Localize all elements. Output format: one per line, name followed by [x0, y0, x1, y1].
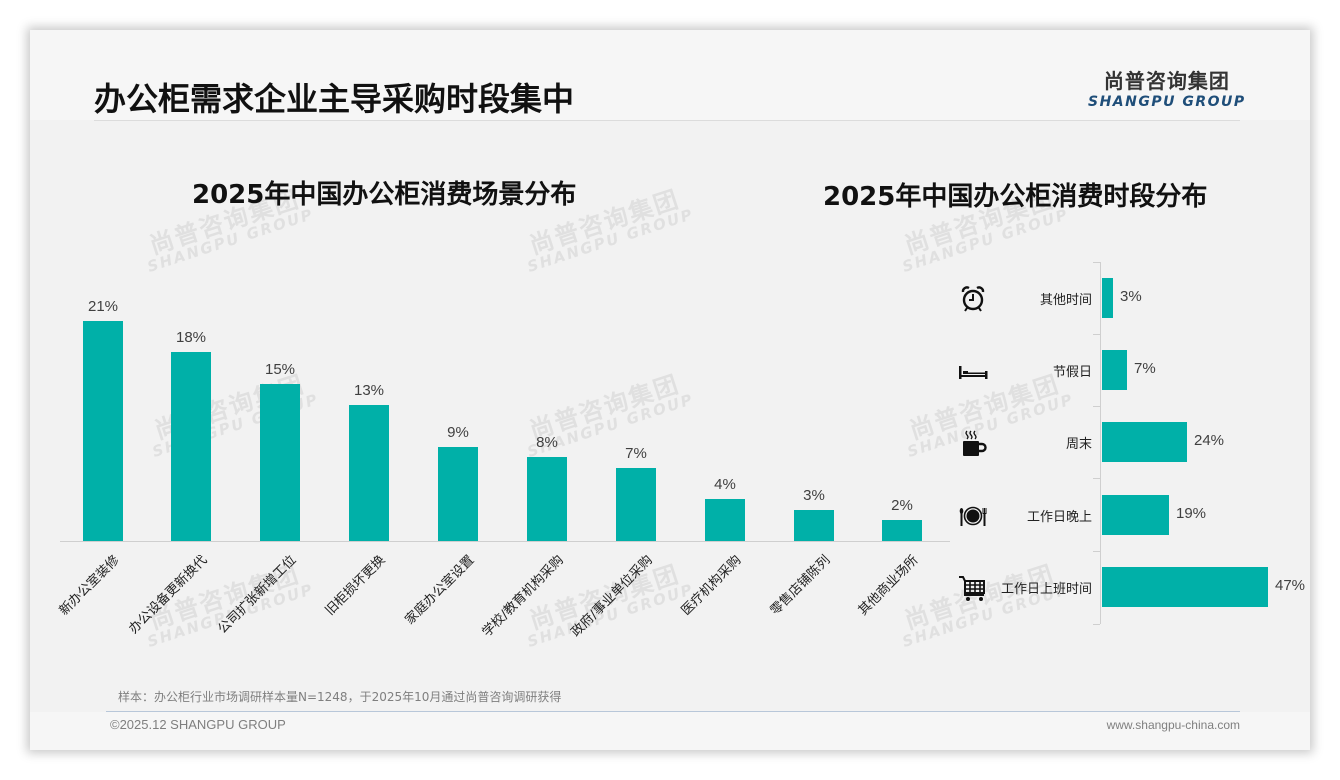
bar-value-label: 3%: [1120, 288, 1142, 305]
slide: 办公柜需求企业主导采购时段集中 尚普咨询集团 SHANGPU GROUP 尚普咨…: [30, 30, 1310, 750]
bar-value-label: 3%: [803, 487, 825, 504]
category-label: 新办公室装修: [56, 552, 123, 619]
plate-cutlery-icon: [958, 501, 988, 531]
logo-en: SHANGPU GROUP: [1088, 94, 1246, 110]
bar: [349, 405, 389, 541]
category-label: 工作日上班时间: [1000, 582, 1092, 597]
x-axis-line: [60, 541, 950, 542]
website-link: www.shangpu-china.com: [1106, 718, 1240, 732]
bar-value-label: 24%: [1194, 432, 1225, 449]
bar-value-label: 19%: [1176, 505, 1207, 522]
axis-tick: [1093, 624, 1100, 625]
category-label: 办公设备更新换代: [126, 552, 211, 637]
bar: [1102, 422, 1187, 462]
category-label: 工作日晚上: [1026, 510, 1092, 525]
axis-tick: [1093, 478, 1100, 479]
bar: [260, 384, 300, 541]
bar-value-label: 15%: [264, 361, 296, 378]
axis-tick: [1093, 551, 1100, 552]
bar-value-label: 7%: [1134, 360, 1156, 377]
watermark-en: SHANGPU GROUP: [525, 204, 697, 276]
bar-value-label: 9%: [447, 424, 469, 441]
bar-value-label: 2%: [891, 497, 913, 514]
bar: [1102, 567, 1268, 607]
axis-tick: [1093, 262, 1100, 263]
bar: [83, 321, 123, 541]
time-bar-chart: 其他时间 3% 节假日 7% 周末 24% 工作日晚上 19% 工作日上班时间 47%: [950, 262, 1310, 625]
bar: [616, 468, 656, 541]
category-label: 其他商业场所: [855, 552, 922, 619]
footer-band: [30, 712, 1310, 750]
bed-icon: [958, 356, 988, 386]
category-label: 公司扩张新增工位: [215, 552, 300, 637]
bar-value-label: 47%: [1275, 577, 1306, 594]
sample-note: 样本：办公柜行业市场调研样本量N=1248，于2025年10月通过尚普咨询调研获…: [118, 690, 562, 704]
category-label: 学校/教育机构采购: [479, 552, 567, 641]
logo-cn: 尚普咨询集团: [1103, 69, 1230, 93]
scene-chart-title: 2025年中国办公柜消费场景分布: [192, 180, 577, 210]
copyright: ©2025.12 SHANGPU GROUP: [110, 717, 286, 732]
bar: [438, 447, 478, 541]
bar: [1102, 495, 1169, 535]
coffee-cup-icon: [958, 428, 988, 458]
bar-value-label: 4%: [714, 476, 736, 493]
company-logo: 尚普咨询集团 SHANGPU GROUP: [1088, 65, 1246, 110]
bar: [1102, 278, 1113, 318]
bar-value-label: 21%: [87, 298, 119, 315]
title-divider: [94, 120, 1240, 121]
bar-value-label: 7%: [625, 445, 647, 462]
bar-value-label: 8%: [536, 434, 558, 451]
watermark-en: SHANGPU GROUP: [145, 204, 317, 276]
axis-tick: [1093, 406, 1100, 407]
shopping-cart-icon: [958, 573, 988, 603]
bar: [882, 520, 922, 541]
bar-row: 周末 24%: [950, 422, 1310, 462]
alarm-clock-icon: [958, 284, 988, 314]
category-label: 节假日: [1052, 365, 1092, 380]
page-title: 办公柜需求企业主导采购时段集中: [94, 80, 575, 118]
axis-tick: [1093, 334, 1100, 335]
bar-row: 工作日上班时间 47%: [950, 567, 1310, 607]
bar: [1102, 350, 1127, 390]
category-label: 零售店铺陈列: [767, 552, 834, 619]
category-label: 医疗机构采购: [678, 552, 745, 619]
bar: [705, 499, 745, 541]
scene-bar-chart: 21% 新办公室装修 18% 办公设备更新换代 15% 公司扩张新增工位 13% 旧柜损坏更换…: [57, 290, 950, 640]
category-label: 周末: [1065, 437, 1092, 452]
bar: [527, 457, 567, 541]
category-label: 家庭办公室设置: [402, 552, 478, 628]
category-label: 其他时间: [1039, 293, 1092, 308]
category-label: 旧柜损坏更换: [322, 552, 389, 619]
bar-value-label: 13%: [353, 382, 385, 399]
time-chart-title: 2025年中国办公柜消费时段分布: [823, 182, 1208, 212]
header-band: [30, 30, 1310, 120]
bar: [171, 352, 211, 541]
bar-row: 其他时间 3%: [950, 278, 1310, 318]
category-label: 政府/事业单位采购: [568, 552, 656, 641]
footer-divider: [106, 711, 1240, 712]
bar-row: 节假日 7%: [950, 350, 1310, 390]
y-axis-line: [1100, 262, 1101, 624]
bar-row: 工作日晚上 19%: [950, 495, 1310, 535]
bar: [794, 510, 834, 541]
bar-value-label: 18%: [175, 329, 207, 346]
